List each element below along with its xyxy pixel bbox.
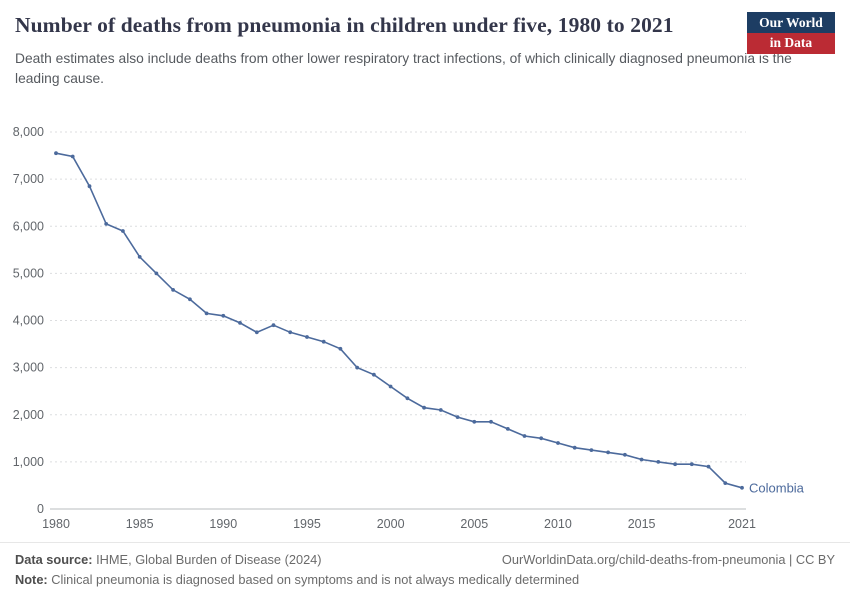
data-point[interactable] [70, 154, 75, 159]
chart-subtitle: Death estimates also include deaths from… [15, 50, 792, 86]
y-tick-label: 3,000 [13, 361, 44, 375]
data-point[interactable] [388, 384, 393, 389]
data-point[interactable] [505, 427, 510, 431]
data-point[interactable] [656, 460, 661, 464]
data-point[interactable] [137, 255, 142, 259]
chart-title: Number of deaths from pneumonia in child… [15, 13, 674, 37]
data-source-label: Data source: [15, 552, 93, 567]
x-tick-label: 2021 [728, 517, 756, 531]
data-point[interactable] [121, 229, 125, 233]
data-point[interactable] [489, 419, 493, 424]
data-point[interactable] [455, 415, 460, 419]
y-tick-label: 7,000 [13, 172, 44, 186]
data-point[interactable] [372, 372, 376, 377]
data-point[interactable] [305, 335, 309, 339]
data-point[interactable] [673, 462, 677, 467]
data-point[interactable] [355, 365, 360, 370]
data-point[interactable] [438, 408, 443, 412]
data-point[interactable] [87, 184, 92, 189]
y-tick-label: 1,000 [13, 455, 44, 469]
chart-area: 0 1,000 2,000 3,000 4,000 5,000 6,000 7,000 8,00… [0, 116, 850, 542]
x-tick-label: 2010 [544, 517, 572, 531]
data-point[interactable] [171, 288, 176, 292]
data-point[interactable] [188, 297, 192, 302]
data-point[interactable] [740, 485, 744, 490]
line-chart[interactable]: 0 1,000 2,000 3,000 4,000 5,000 6,000 7,000 8,00… [0, 116, 850, 542]
data-point[interactable] [472, 419, 477, 424]
x-tick-label: 1980 [42, 517, 70, 531]
data-point[interactable] [623, 452, 627, 457]
data-point[interactable] [556, 441, 560, 445]
x-tick-label: 2015 [628, 517, 656, 531]
data-point[interactable] [639, 457, 644, 462]
data-point[interactable] [204, 311, 209, 316]
y-tick-label: 4,000 [13, 314, 44, 328]
data-point[interactable] [154, 271, 159, 276]
data-point[interactable] [254, 330, 259, 335]
data-point[interactable] [422, 405, 426, 410]
data-point[interactable] [405, 396, 410, 401]
footer-source-row: Data source: IHME, Global Burden of Dise… [15, 552, 835, 567]
owid-logo-line1: Our World [747, 12, 835, 33]
y-tick-label: 6,000 [13, 219, 44, 233]
y-tick-label: 0 [37, 502, 44, 516]
footer-note-row: Note: Clinical pneumonia is diagnosed ba… [15, 572, 835, 587]
data-point[interactable] [723, 481, 728, 485]
data-point[interactable] [606, 450, 610, 455]
chart-footer: Data source: IHME, Global Burden of Dise… [0, 542, 850, 600]
data-point[interactable] [288, 330, 293, 335]
data-source-text[interactable]: IHME, Global Burden of Disease (2024) [92, 552, 322, 567]
y-tick-label: 8,000 [13, 125, 44, 139]
data-source: Data source: IHME, Global Burden of Dise… [15, 552, 322, 567]
x-tick-label: 1985 [126, 517, 154, 531]
x-tick-label: 1995 [293, 517, 321, 531]
y-tick-label: 5,000 [13, 266, 44, 280]
note-text: Clinical pneumonia is diagnosed based on… [47, 572, 580, 587]
data-point[interactable] [321, 339, 326, 344]
data-point[interactable] [238, 321, 242, 325]
x-tick-label: 2005 [460, 517, 488, 531]
data-point[interactable] [104, 222, 109, 226]
data-point[interactable] [706, 464, 711, 469]
data-point[interactable] [572, 445, 577, 450]
data-point[interactable] [338, 346, 343, 351]
note-label: Note: [15, 572, 48, 587]
data-point[interactable] [522, 434, 527, 438]
series-end-label[interactable]: Colombia [749, 480, 805, 495]
owid-logo[interactable]: Our World in Data [747, 12, 835, 54]
x-tick-label: 2000 [377, 517, 405, 531]
data-point[interactable] [54, 151, 58, 156]
data-point[interactable] [271, 323, 276, 328]
footer-url[interactable]: OurWorldinData.org/child-deaths-from-pne… [501, 552, 835, 567]
owid-logo-line2: in Data [747, 33, 835, 54]
data-point[interactable] [539, 436, 544, 441]
data-point[interactable] [689, 462, 694, 467]
data-point[interactable] [589, 448, 594, 452]
series-line [55, 152, 743, 489]
data-point[interactable] [221, 313, 226, 318]
y-tick-label: 2,000 [13, 408, 44, 422]
chart-header: Number of deaths from pneumonia in child… [15, 12, 835, 89]
x-tick-label: 1990 [209, 517, 237, 531]
